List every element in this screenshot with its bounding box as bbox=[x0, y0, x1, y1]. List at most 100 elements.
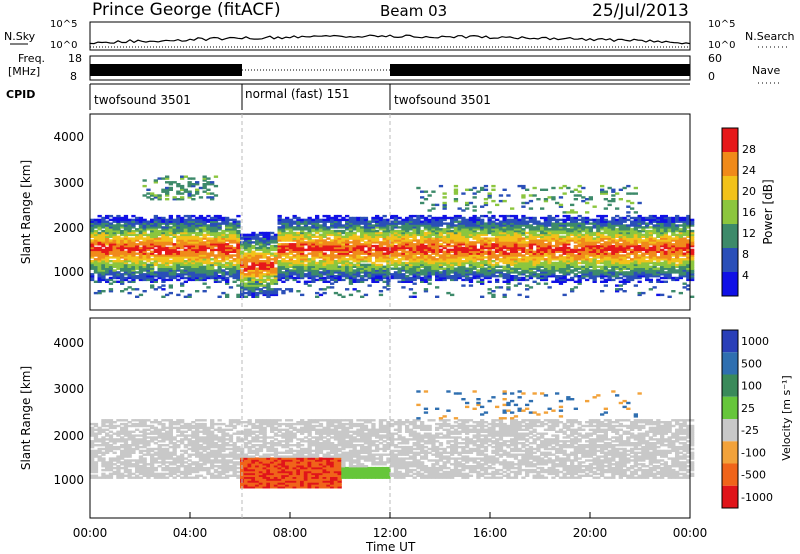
power-cell bbox=[510, 207, 514, 209]
power-cell bbox=[589, 226, 593, 228]
power-cell bbox=[143, 179, 147, 181]
power-cell bbox=[221, 292, 225, 294]
power-cell bbox=[203, 234, 207, 236]
power-cell bbox=[176, 183, 180, 185]
power-cell bbox=[203, 241, 207, 243]
power-cell bbox=[345, 219, 349, 221]
date-title: 25/Jul/2013 bbox=[592, 1, 689, 21]
power-cell bbox=[521, 185, 525, 187]
power-cell bbox=[533, 271, 537, 273]
power-cell bbox=[488, 237, 492, 239]
power-cell bbox=[233, 254, 237, 256]
power-cell bbox=[394, 215, 398, 217]
power-cell bbox=[495, 286, 499, 288]
power-cell bbox=[154, 271, 158, 273]
power-cell bbox=[150, 198, 154, 200]
power-cell bbox=[94, 247, 98, 249]
power-cell bbox=[615, 271, 619, 273]
power-cell bbox=[109, 256, 113, 258]
power-cell bbox=[566, 279, 570, 281]
power-cell bbox=[221, 269, 225, 271]
power-cell bbox=[360, 243, 364, 245]
power-cell bbox=[641, 234, 645, 236]
power-cell bbox=[353, 217, 357, 219]
power-cell bbox=[443, 196, 447, 198]
power-cell bbox=[383, 219, 387, 221]
power-cell bbox=[649, 279, 653, 281]
power-cell bbox=[428, 215, 432, 217]
power-cell bbox=[285, 232, 289, 234]
power-cell bbox=[503, 281, 507, 283]
power-cell bbox=[641, 253, 645, 255]
power-cell bbox=[604, 284, 608, 286]
power-cell bbox=[360, 256, 364, 258]
power-cell bbox=[480, 215, 484, 217]
power-cell bbox=[454, 224, 458, 226]
power-cell bbox=[180, 251, 184, 253]
power-cell bbox=[544, 189, 548, 191]
power-cell bbox=[266, 256, 270, 258]
power-cell bbox=[278, 226, 282, 228]
power-cell bbox=[570, 204, 574, 206]
power-cell bbox=[300, 294, 304, 296]
power-cell bbox=[495, 204, 499, 206]
power-cell bbox=[203, 266, 207, 268]
power-cell bbox=[225, 271, 229, 273]
power-cell bbox=[398, 230, 402, 232]
power-cell bbox=[161, 217, 165, 219]
power-cell bbox=[233, 281, 237, 283]
power-cell bbox=[525, 256, 529, 258]
power-cell bbox=[540, 189, 544, 191]
power-cell bbox=[345, 232, 349, 234]
power-cell bbox=[379, 232, 383, 234]
power-cell bbox=[128, 237, 132, 239]
power-cell bbox=[454, 198, 458, 200]
power-cell bbox=[413, 219, 417, 221]
power-cell bbox=[619, 277, 623, 279]
power-cell bbox=[480, 279, 484, 281]
power-cell bbox=[398, 281, 402, 283]
power-cell bbox=[518, 294, 522, 296]
power-cell bbox=[259, 260, 263, 262]
power-cell bbox=[236, 215, 240, 217]
power-cell bbox=[585, 202, 589, 204]
power-cell bbox=[263, 260, 267, 262]
power-cell bbox=[439, 254, 443, 256]
beam-title: Beam 03 bbox=[380, 2, 447, 20]
power-cell bbox=[154, 254, 158, 256]
power-cell bbox=[199, 187, 203, 189]
power-cell bbox=[491, 290, 495, 292]
power-cell bbox=[431, 217, 435, 219]
power-cell bbox=[154, 194, 158, 196]
power-cell bbox=[285, 253, 289, 255]
power-cell bbox=[551, 249, 555, 251]
power-cell bbox=[589, 269, 593, 271]
power-cell bbox=[158, 286, 162, 288]
power-cell bbox=[259, 288, 263, 290]
power-cell bbox=[409, 277, 413, 279]
power-cell bbox=[394, 271, 398, 273]
power-cell bbox=[548, 286, 552, 288]
power-cell bbox=[615, 215, 619, 217]
power-cell bbox=[533, 194, 537, 196]
power-cell bbox=[570, 269, 574, 271]
power-cell bbox=[349, 254, 353, 256]
power-cell bbox=[608, 269, 612, 271]
power-cell bbox=[356, 279, 360, 281]
power-cell bbox=[120, 230, 124, 232]
power-cell bbox=[405, 262, 409, 264]
power-cell bbox=[443, 251, 447, 253]
power-cell bbox=[158, 194, 162, 196]
power-cell bbox=[446, 292, 450, 294]
power-cell bbox=[154, 249, 158, 251]
power-cell bbox=[518, 258, 522, 260]
power-cell bbox=[139, 247, 143, 249]
power-cell bbox=[199, 237, 203, 239]
power-cell bbox=[236, 221, 240, 223]
power-cell bbox=[326, 286, 330, 288]
power-cell bbox=[371, 253, 375, 255]
power-cell bbox=[203, 183, 207, 185]
power-cell bbox=[551, 222, 555, 224]
power-cell bbox=[289, 256, 293, 258]
power-cell bbox=[169, 181, 173, 183]
